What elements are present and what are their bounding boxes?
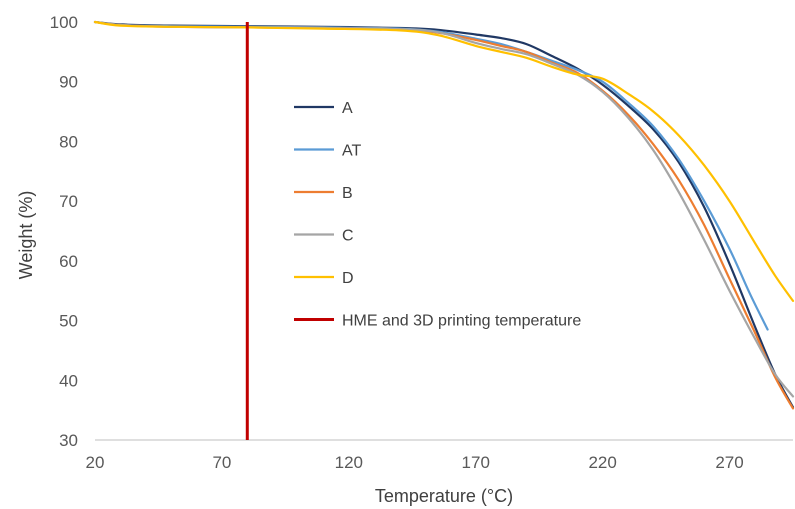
legend-entry-a: A: [294, 100, 353, 117]
legend-entry-d: D: [294, 270, 354, 287]
series-line-c: [93, 20, 795, 398]
legend-label: HME and 3D printing temperature: [342, 313, 581, 330]
legend-entry-at: AT: [294, 143, 361, 160]
y-axis-title: Weight (%): [16, 191, 36, 280]
y-tick-label: 80: [59, 132, 78, 151]
legend: A AT B C D HME and 3D printing temperature: [294, 100, 581, 330]
ticks-layer: 30 40 50 60 70 80 90 100 20 70 120 170 220 270: [50, 13, 744, 472]
legend-label: AT: [342, 143, 361, 160]
x-tick-label: 20: [86, 453, 105, 472]
series-layer: [93, 20, 795, 440]
y-tick-label: 40: [59, 371, 78, 390]
legend-label: C: [342, 228, 354, 245]
legend-entry-c: C: [294, 228, 354, 245]
legend-label: D: [342, 270, 354, 287]
legend-label: B: [342, 185, 353, 202]
y-tick-label: 90: [59, 73, 78, 92]
x-tick-label: 120: [335, 453, 363, 472]
y-tick-label: 50: [59, 312, 78, 331]
y-tick-label: 60: [59, 252, 78, 271]
y-tick-label: 70: [59, 192, 78, 211]
x-tick-label: 170: [462, 453, 490, 472]
x-axis-title: Temperature (°C): [375, 486, 513, 506]
legend-label: A: [342, 100, 353, 117]
y-tick-label: 30: [59, 431, 78, 450]
legend-entry-processing-temperature: HME and 3D printing temperature: [294, 313, 581, 330]
x-tick-label: 70: [212, 453, 231, 472]
legend-entry-b: B: [294, 185, 353, 202]
series-line-d: [93, 20, 795, 302]
x-tick-label: 270: [715, 453, 743, 472]
y-tick-label: 100: [50, 13, 78, 32]
x-tick-label: 220: [588, 453, 616, 472]
series-line-b: [93, 20, 795, 410]
series-line-at: [93, 20, 769, 331]
series-line-a: [93, 20, 795, 409]
